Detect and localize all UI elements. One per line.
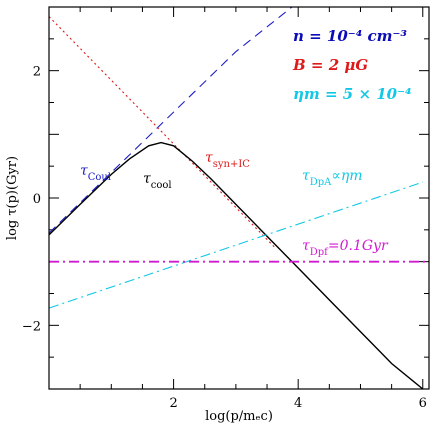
series-label-dpf: τDpf=0.1Gyr <box>302 238 389 258</box>
series-line-cool <box>48 141 424 390</box>
x-tick-label: 6 <box>419 396 427 411</box>
series-line-coul <box>48 6 293 234</box>
params-legend: n = 10⁻⁴ cm⁻³ B = 2 μG ηm = 5 × 10⁻⁴ <box>292 27 412 103</box>
series-layer <box>48 6 429 390</box>
x-tick-label: 2 <box>169 396 177 411</box>
y-tick-label: 2 <box>33 65 41 80</box>
series-line-dpa <box>48 181 423 309</box>
series-label-dpa: τDpA∝ηm <box>302 168 363 188</box>
x-tick-label: 4 <box>294 396 302 411</box>
series-labels: τCoul τsyn+IC τcool τDpA∝ηm τDpf=0.1Gyr <box>80 150 389 258</box>
y-axis-label: log τ(p)(Gyr) <box>5 156 20 240</box>
y-tick-label: −2 <box>22 319 41 334</box>
ticks-layer <box>48 6 429 390</box>
series-label-cool: τcool <box>143 171 172 191</box>
series-label-syn: τsyn+IC <box>205 150 250 170</box>
tick-labels: 2 4 6 2 0 −2 <box>22 65 427 411</box>
param-text-2: ηm = 5 × 10⁻⁴ <box>293 85 412 103</box>
param-text-0: n = 10⁻⁴ cm⁻³ <box>293 27 407 45</box>
param-text-1: B = 2 μG <box>292 56 368 74</box>
series-line-syn <box>48 16 276 249</box>
plot-frame <box>48 6 430 390</box>
series-label-coul: τCoul <box>80 163 111 183</box>
x-axis-label: log(p/mₑc) <box>205 409 273 424</box>
y-tick-label: 0 <box>33 192 41 207</box>
